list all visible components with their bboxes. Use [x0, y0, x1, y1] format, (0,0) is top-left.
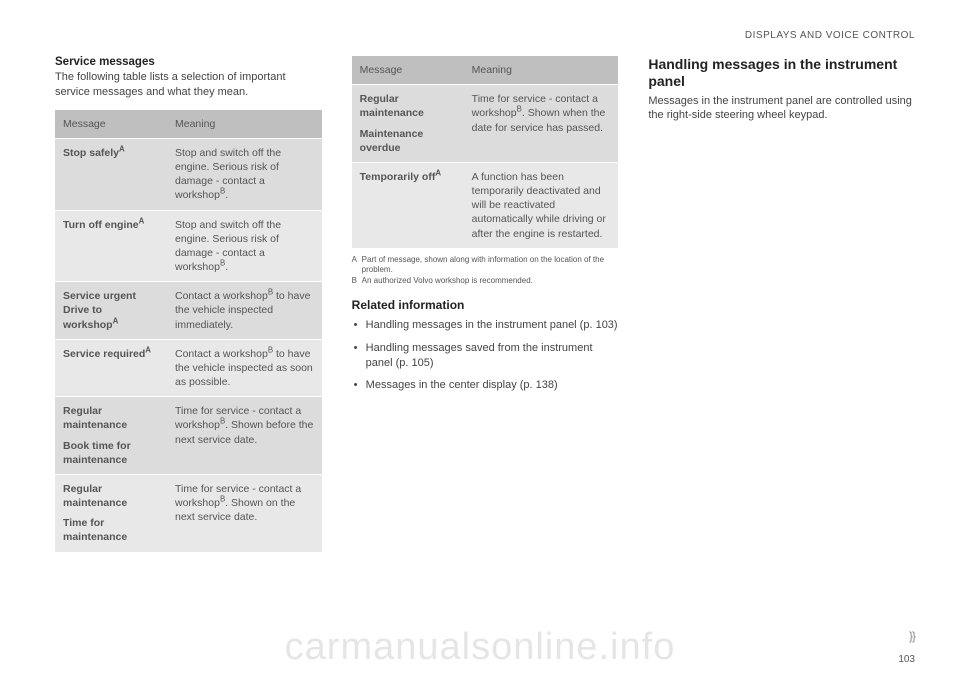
footnote: APart of message, shown along with infor…	[352, 255, 619, 276]
footnotes: APart of message, shown along with infor…	[352, 255, 619, 286]
page-number: 103	[898, 654, 915, 665]
footnote: BAn authorized Volvo workshop is recomme…	[352, 276, 619, 286]
related-info-heading: Related information	[352, 298, 619, 312]
meaning-cell: Contact a workshopB to have the vehicle …	[167, 339, 322, 397]
meaning-cell: Time for service - contact a workshopB. …	[464, 85, 619, 163]
meaning-cell: Stop and switch off the engine. Serious …	[167, 138, 322, 210]
th-meaning: Meaning	[464, 56, 619, 85]
service-messages-table-2: Message Meaning Regular maintenanceMaint…	[352, 56, 619, 249]
meaning-cell: Stop and switch off the engine. Serious …	[167, 210, 322, 282]
meaning-cell: Contact a workshopB to have the vehicle …	[167, 282, 322, 340]
table-row: Stop safelyAStop and switch off the engi…	[55, 138, 322, 210]
message-cell: Regular maintenanceBook time for mainten…	[55, 397, 167, 475]
list-item: Handling messages saved from the instrum…	[352, 341, 619, 371]
table-row: Service requiredAContact a workshopB to …	[55, 339, 322, 397]
message-cell: Service urgent Drive to workshopA	[55, 282, 167, 340]
handling-messages-heading: Handling messages in the instrument pane…	[648, 56, 915, 90]
message-cell: Service requiredA	[55, 339, 167, 397]
list-item: Handling messages in the instrument pane…	[352, 318, 619, 333]
table-row: Regular maintenanceMaintenance overdueTi…	[352, 85, 619, 163]
table-row: Service urgent Drive to workshopAContact…	[55, 282, 322, 340]
meaning-cell: A function has been temporarily deactiva…	[464, 162, 619, 248]
meaning-cell: Time for service - contact a workshopB. …	[167, 474, 322, 552]
message-cell: Stop safelyA	[55, 138, 167, 210]
related-info-list: Handling messages in the instrument pane…	[352, 318, 619, 393]
table-row: Turn off engineAStop and switch off the …	[55, 210, 322, 282]
column-3: Handling messages in the instrument pane…	[648, 56, 915, 620]
service-messages-heading: Service messages	[55, 56, 322, 68]
service-messages-table-1: Message Meaning Stop safelyAStop and swi…	[55, 110, 322, 553]
message-cell: Turn off engineA	[55, 210, 167, 282]
handling-messages-intro: Messages in the instrument panel are con…	[648, 94, 915, 124]
message-cell: Regular maintenanceMaintenance overdue	[352, 85, 464, 163]
table-row: Regular maintenanceTime for maintenanceT…	[55, 474, 322, 552]
column-2: Message Meaning Regular maintenanceMaint…	[352, 56, 619, 620]
th-meaning: Meaning	[167, 110, 322, 139]
service-messages-intro: The following table lists a selection of…	[55, 70, 322, 100]
message-cell: Temporarily offA	[352, 162, 464, 248]
th-message: Message	[55, 110, 167, 139]
list-item: Messages in the center display (p. 138)	[352, 378, 619, 393]
continuation-marker: }}	[909, 629, 915, 643]
meaning-cell: Time for service - contact a workshopB. …	[167, 397, 322, 475]
table-row: Regular maintenanceBook time for mainten…	[55, 397, 322, 475]
message-cell: Regular maintenanceTime for maintenance	[55, 474, 167, 552]
section-header: DISPLAYS AND VOICE CONTROL	[745, 30, 915, 41]
column-1: Service messages The following table lis…	[55, 56, 322, 620]
th-message: Message	[352, 56, 464, 85]
table-row: Temporarily offAA function has been temp…	[352, 162, 619, 248]
